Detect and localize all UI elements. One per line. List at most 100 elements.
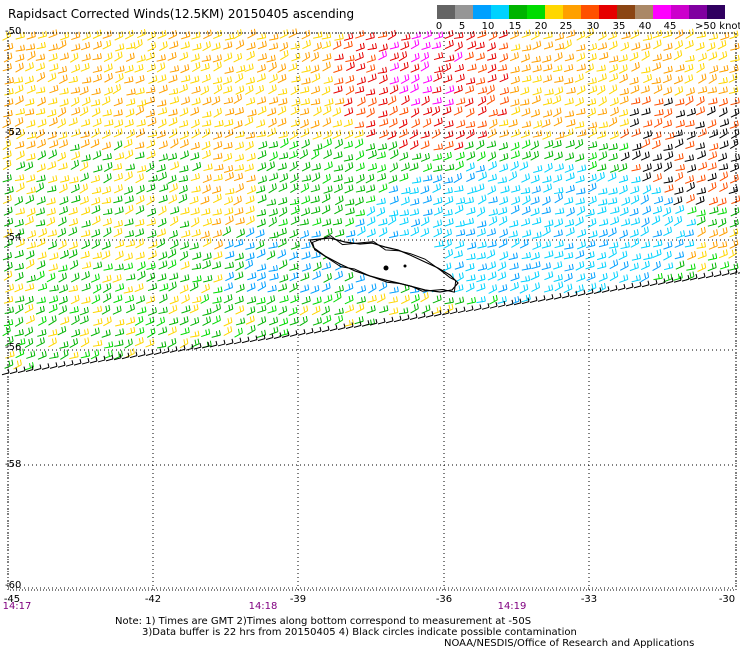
wind-barb	[265, 333, 274, 341]
wind-barb	[191, 85, 201, 94]
wind-barb	[105, 354, 114, 362]
wind-barb	[344, 272, 354, 282]
wind-barb	[343, 32, 354, 41]
wind-barb	[499, 196, 509, 206]
wind-barb	[257, 194, 267, 204]
wind-barb	[433, 117, 443, 127]
wind-barb	[649, 279, 658, 287]
wind-barb	[135, 195, 145, 205]
wind-barb	[681, 274, 690, 282]
wind-barb	[124, 171, 133, 182]
wind-barb	[35, 107, 46, 116]
wind-barb	[718, 76, 728, 85]
wind-barb	[4, 42, 14, 52]
wind-barb	[192, 295, 202, 304]
wind-barb	[277, 105, 287, 116]
wind-barb	[48, 117, 58, 127]
wind-barb	[643, 74, 653, 84]
wind-barb	[522, 229, 532, 238]
wind-barb	[102, 153, 112, 161]
wind-barb	[37, 138, 46, 149]
wind-barb	[475, 77, 486, 85]
wind-barb	[147, 307, 157, 316]
wind-barb	[542, 175, 552, 184]
wind-barb	[223, 141, 233, 150]
time-label: 14:17	[2, 601, 32, 612]
wind-barb	[698, 73, 707, 84]
wind-barb	[145, 349, 154, 357]
wind-barb	[289, 198, 300, 206]
wind-barb	[565, 184, 575, 194]
wind-barb	[675, 164, 686, 172]
lon-label: -39	[289, 594, 307, 605]
wind-barb	[80, 130, 90, 139]
wind-barb	[519, 239, 529, 249]
wind-barb	[180, 64, 190, 74]
wind-barb	[543, 183, 553, 193]
wind-barb	[545, 294, 554, 301]
wind-barb	[333, 174, 343, 183]
wind-barb	[585, 208, 595, 217]
wind-barb	[366, 216, 376, 226]
wind-barb	[511, 106, 521, 116]
wind-barb	[576, 273, 586, 282]
small-islet	[403, 264, 407, 268]
wind-barb	[609, 164, 620, 173]
wind-barb	[561, 291, 570, 299]
wind-barb	[69, 259, 79, 270]
wind-barb	[266, 54, 276, 63]
wind-barb	[511, 43, 521, 52]
wind-barb	[312, 261, 322, 272]
wind-barb	[719, 118, 730, 127]
wind-barb	[609, 285, 618, 292]
wind-barb	[620, 218, 631, 227]
wind-barb	[398, 51, 408, 62]
wind-barb	[313, 106, 322, 117]
wind-barb	[280, 50, 289, 61]
wind-barbs	[1, 28, 740, 376]
wind-barb	[191, 229, 201, 238]
wind-barb	[385, 316, 394, 324]
wind-barb	[685, 95, 694, 106]
wind-barb	[92, 118, 102, 128]
wind-barb	[68, 249, 78, 259]
wind-barb	[410, 52, 420, 63]
wind-barb	[486, 84, 495, 95]
wind-barb	[46, 207, 56, 216]
wind-barb	[81, 296, 91, 305]
wind-barb	[530, 174, 540, 184]
wind-barb	[146, 272, 156, 282]
wind-barb	[554, 207, 565, 215]
wind-barb	[256, 96, 267, 105]
wind-barb	[652, 249, 662, 258]
wind-barb	[134, 39, 143, 50]
wind-barb	[168, 74, 178, 84]
wind-barb	[300, 86, 310, 94]
wind-barb	[520, 98, 530, 106]
wind-barb	[542, 109, 553, 118]
wind-barb	[565, 139, 575, 149]
wind-barb	[443, 187, 453, 195]
wind-barb	[410, 39, 420, 50]
wind-barb	[3, 296, 14, 304]
wind-barb	[707, 172, 717, 182]
wind-barb	[708, 196, 719, 206]
wind-barb	[454, 296, 465, 305]
wind-barb	[15, 44, 26, 52]
wind-barb	[610, 206, 620, 215]
wind-barb	[47, 109, 57, 118]
wind-barb	[387, 29, 397, 40]
wind-barb	[387, 95, 397, 106]
wind-barb	[695, 142, 705, 150]
wind-barb	[124, 119, 134, 128]
wind-barb	[37, 30, 48, 39]
wind-barb	[481, 303, 490, 310]
wind-barb	[640, 151, 650, 161]
wind-barb	[663, 97, 673, 106]
wind-barb	[389, 62, 400, 72]
wind-barb	[344, 107, 354, 117]
wind-barb	[57, 107, 67, 118]
wind-barb	[14, 249, 24, 259]
wind-barb	[344, 184, 354, 194]
